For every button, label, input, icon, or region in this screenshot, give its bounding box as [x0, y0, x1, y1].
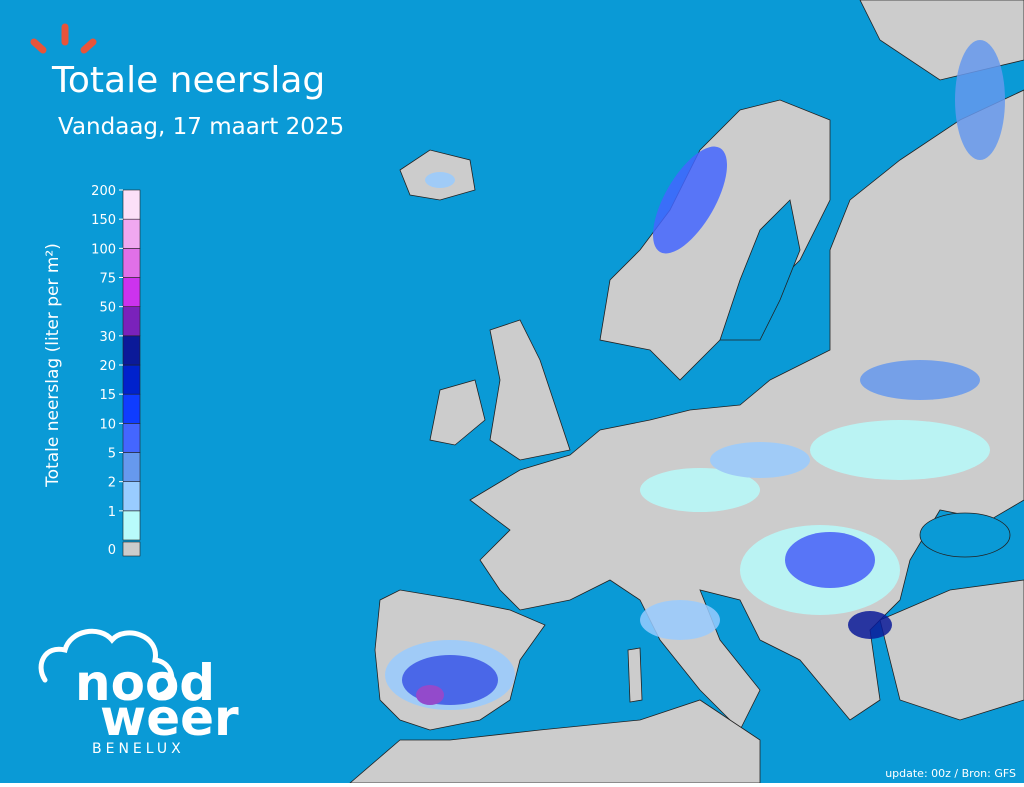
zero-label: 0: [108, 543, 116, 558]
logo-cloud: [38, 628, 175, 698]
black-sea: [919, 512, 1011, 558]
logo-rays: [30, 23, 97, 54]
colorbar-bin: [122, 452, 141, 482]
logo-region: BENELUX: [92, 741, 185, 757]
colorbar-label: 200: [91, 184, 116, 199]
colorbar-bin: [122, 364, 141, 395]
colorbar-bin: [122, 277, 141, 307]
colorbar-bin: [122, 510, 141, 541]
colorbar-label: 50: [99, 301, 116, 316]
title: Totale neerslag: [51, 60, 325, 101]
colorbar-bin: [122, 218, 141, 249]
colorbar-bin: [122, 306, 141, 337]
colorbar-bin: [122, 481, 141, 512]
colorbar-label: 30: [99, 330, 116, 345]
colorbar-bin: [122, 393, 141, 424]
colorbar-bin: [122, 189, 141, 220]
logo-line1: nood: [75, 654, 215, 712]
colorbar-label: 15: [99, 388, 116, 403]
colorbar-bin: [122, 248, 141, 278]
colorbar-bin: [122, 335, 141, 366]
colorbar-bin: [122, 423, 141, 453]
footer: update: 00z / Bron: GFS: [885, 767, 1016, 780]
logo-line2: weer: [100, 689, 239, 747]
colorbar-label: 20: [99, 359, 116, 374]
baltic-sea: [719, 199, 801, 341]
colorbar-label: 100: [91, 242, 116, 257]
colorbar-label: 150: [91, 213, 116, 228]
zero-swatch: [122, 541, 141, 557]
subtitle: Vandaag, 17 maart 2025: [58, 114, 344, 140]
colorbar: 1 2 5 10 15 20 30 50 75 100 150 200 0: [91, 184, 141, 558]
precipitation: [385, 40, 1005, 710]
colorbar-label: 10: [99, 417, 116, 432]
colorbar-label: 1: [108, 505, 116, 520]
colorbar-label: 5: [108, 447, 116, 462]
colorbar-label: 2: [108, 476, 116, 491]
legend-title: Totale neerslag (liter per m²): [43, 243, 63, 488]
colorbar-label: 75: [99, 272, 116, 287]
